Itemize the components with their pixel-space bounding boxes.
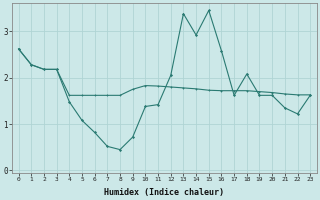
X-axis label: Humidex (Indice chaleur): Humidex (Indice chaleur) [104, 188, 224, 197]
